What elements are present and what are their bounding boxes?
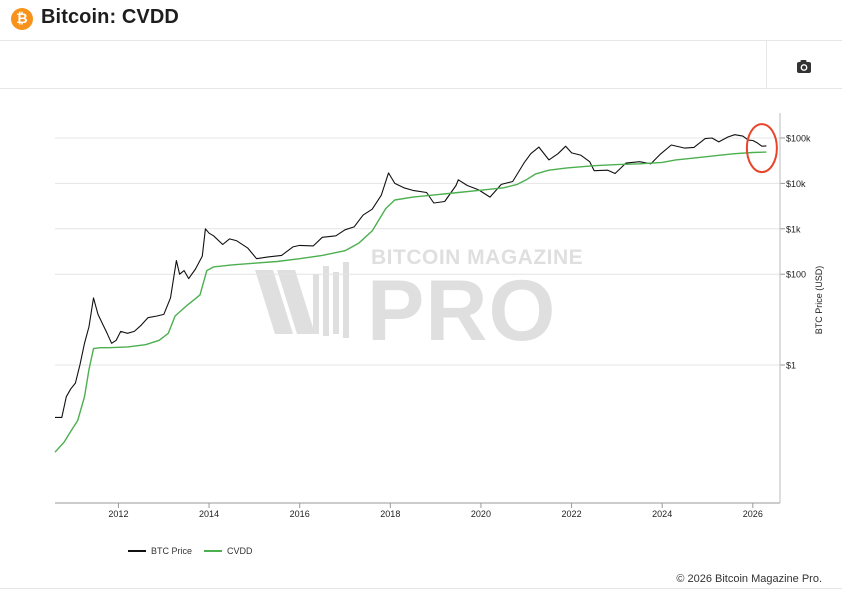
footer-divider xyxy=(0,588,842,589)
camera-icon[interactable] xyxy=(788,56,820,78)
x-tick-label: 2020 xyxy=(471,509,491,519)
legend-swatch-cvdd xyxy=(204,550,223,552)
y-tick-label: $10k xyxy=(786,179,806,189)
series-line-cvdd xyxy=(54,151,767,453)
chart-toolbar xyxy=(0,41,842,89)
legend-label-btc-price: BTC Price xyxy=(151,546,193,556)
x-tick-label: 2026 xyxy=(743,509,763,519)
toolbar-divider xyxy=(766,41,767,88)
y-tick-label: $1k xyxy=(786,224,801,234)
y-axis-label: BTC Price (USD) xyxy=(814,266,824,335)
legend-item-cvdd[interactable]: CVDD xyxy=(204,546,253,556)
annotation-circle xyxy=(745,123,778,174)
legend-label-cvdd: CVDD xyxy=(227,546,253,556)
y-tick-label: $1 xyxy=(786,361,796,371)
y-tick-label: $100k xyxy=(786,134,811,144)
x-tick-label: 2012 xyxy=(108,509,128,519)
x-tick-label: 2016 xyxy=(290,509,310,519)
chart-axes xyxy=(55,113,785,508)
chart-legend: BTC Price CVDD xyxy=(128,546,265,556)
page-title: Bitcoin: CVDD xyxy=(41,6,179,28)
legend-swatch-btc-price xyxy=(128,550,146,552)
chart-annotation xyxy=(745,123,778,174)
x-tick-label: 2022 xyxy=(562,509,582,519)
x-tick-label: 2014 xyxy=(199,509,219,519)
series-line-btc-price xyxy=(55,134,767,418)
y-tick-label: $100 xyxy=(786,270,806,280)
legend-item-btc-price[interactable]: BTC Price xyxy=(128,546,192,556)
copyright-footer: © 2026 Bitcoin Magazine Pro. xyxy=(676,573,822,585)
chart-grid xyxy=(55,137,780,366)
chart-series xyxy=(54,134,767,453)
x-tick-label: 2024 xyxy=(652,509,672,519)
header-bar: ₿ Bitcoin: CVDD xyxy=(0,0,842,41)
btc-cvdd-chart[interactable]: $100k $10k $1k $100 $1 2012 2014 2016 2018 2020 20… xyxy=(0,88,842,528)
x-tick-label: 2018 xyxy=(380,509,400,519)
chart-labels: $100k $10k $1k $100 $1 2012 2014 2016 2018 2020 20… xyxy=(108,134,824,520)
bitcoin-logo-icon: ₿ xyxy=(11,8,33,30)
